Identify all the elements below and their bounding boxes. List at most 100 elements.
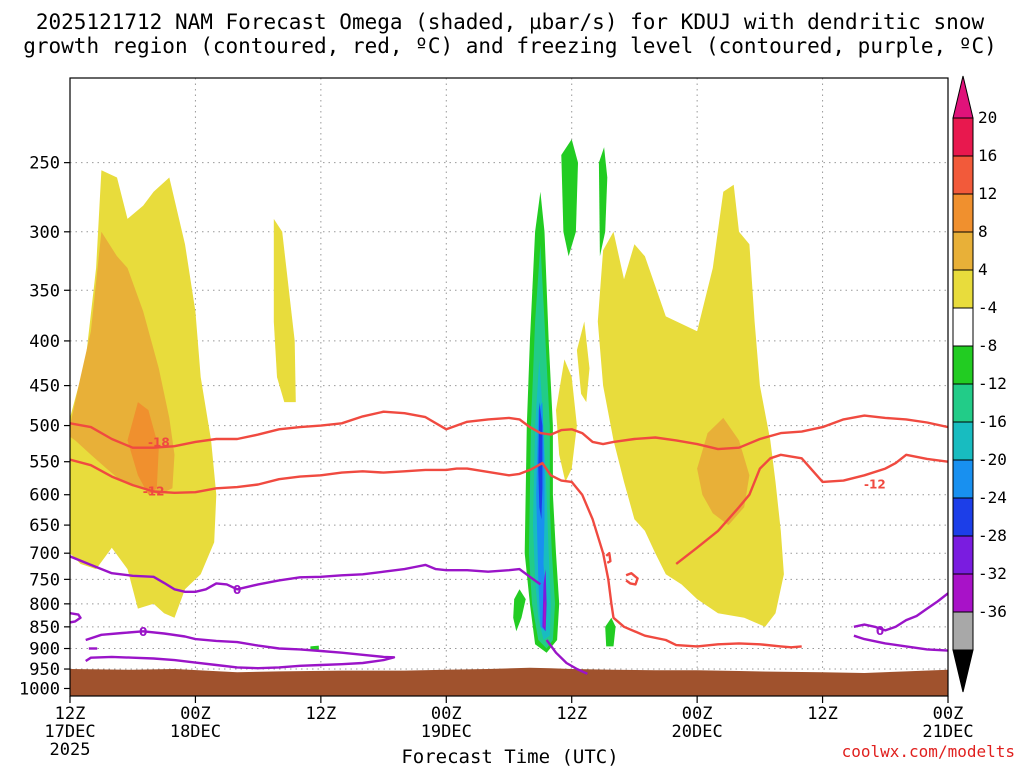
omega-shaded-region [561,139,578,257]
colorbar: 20 16 12 8 4 -4 -8 -12 -16 -20 -24 -28 -32 -36 [952,75,1007,693]
y-tick-label: 400 [29,332,60,352]
dendritic-contour-line [675,453,948,565]
x-tick-label: 17DEC [44,722,95,742]
chart-title: 2025121712 NAM Forecast Omega (shaded, µ… [23,10,997,58]
omega-shaded-region [544,599,546,627]
colorbar-label: -12 [978,374,1007,393]
colorbar-label: -36 [978,602,1007,621]
y-tick-label: 600 [29,486,60,506]
dendritic-contour-line [70,410,948,451]
colorbar-band [952,573,974,613]
colorbar-band [952,307,974,347]
colorbar-band [952,269,974,309]
dendritic-contour-line [70,458,802,649]
y-tick-label: 900 [29,640,60,660]
x-tick-label: 12Z [556,704,587,724]
dendritic-contour-line [605,552,612,564]
title-line-1: 2025121712 NAM Forecast Omega (shaded, µ… [36,10,985,34]
colorbar-label: 4 [978,260,988,279]
y-tick-label: 650 [29,516,60,536]
freezing-level-line [70,555,542,593]
omega-shaded-region [697,417,750,526]
colorbar-band [952,345,974,385]
contour-label: 0 [233,583,241,597]
colorbar-band [952,535,974,575]
colorbar-bottom-arrow [952,649,974,693]
omega-shading [70,139,784,653]
x-tick-label: 00Z [682,704,713,724]
omega-shaded-region [273,218,296,403]
colorbar-band [952,193,974,233]
colorbar-label: 8 [978,222,988,241]
plot-area [70,139,948,696]
x-axis-label: Forecast Time (UTC) [401,746,618,768]
y-tick-label: 350 [29,281,60,301]
freezing-level-line [85,630,396,670]
x-tick-label: 00Z [431,704,462,724]
title-line-2: growth region (contoured, red, ºC) and f… [23,34,997,58]
x-tick-label: 00Z [180,704,211,724]
omega-shaded-region [556,359,577,482]
colorbar-top-arrow [952,75,974,119]
colorbar-band [952,155,974,195]
contour-label: -12 [143,484,165,498]
y-tick-label: 800 [29,595,60,615]
colorbar-band [952,459,974,499]
contour-label: -12 [864,477,886,491]
y-tick-label: 500 [29,417,60,437]
colorbar-label: -20 [978,450,1007,469]
contour-label: 0 [139,625,147,639]
colorbar-label: -32 [978,564,1007,583]
omega-shaded-region [598,147,608,257]
freezing-level-line [70,612,82,624]
colorbar-label: -4 [978,298,997,317]
omega-shaded-region [605,617,616,647]
freezing-level-line [853,592,948,632]
freezing-level-line [853,634,948,652]
y-tick-label: 850 [29,618,60,638]
omega-shaded-region [597,184,784,627]
freezing-level-contours [70,555,948,675]
omega-shaded-region [513,589,526,632]
y-tick-label: 300 [29,223,60,243]
credit-link[interactable]: coolwx.com/modelts [842,742,1015,761]
colorbar-label: 16 [978,146,997,165]
y-axis: 2503003504004505005506006507007508008509… [19,154,70,699]
x-tick-label: 20DEC [672,722,723,742]
freezing-level-line [545,639,588,675]
colorbar-label: -8 [978,336,997,355]
ground-terrain [70,667,948,696]
x-tick-label: 19DEC [421,722,472,742]
dendritic-contours [70,410,948,649]
colorbar-label: 12 [978,184,997,203]
y-tick-label: 750 [29,570,60,590]
terrain [70,667,948,696]
x-tick-label: 12Z [807,704,838,724]
y-tick-label: 450 [29,377,60,397]
x-tick-label: 12Z [305,704,336,724]
x-tick-label: 21DEC [922,722,973,742]
contour-labels: -18 -12 -12 0 0 0 [139,435,886,639]
colorbar-label: 20 [978,108,997,127]
y-tick-label: 950 [29,660,60,680]
omega-shaded-region [576,321,590,403]
colorbar-band [952,231,974,271]
x-tick-label: 12Z [55,704,86,724]
colorbar-label: -16 [978,412,1007,431]
colorbar-band [952,117,974,157]
y-tick-label: 1000 [19,679,60,699]
plot-frame [69,77,949,697]
colorbar-label: -28 [978,526,1007,545]
x-tick-label: 18DEC [170,722,221,742]
contour-label: -18 [148,435,170,449]
contour-label: 0 [876,624,884,638]
colorbar-band [952,611,974,651]
y-tick-label: 700 [29,544,60,564]
x-tick-label: 00Z [933,704,964,724]
colorbar-band [952,497,974,537]
colorbar-band [952,383,974,423]
x-tick-label: 2025 [50,740,91,760]
y-tick-label: 550 [29,453,60,473]
dendritic-contour-line [625,572,639,586]
